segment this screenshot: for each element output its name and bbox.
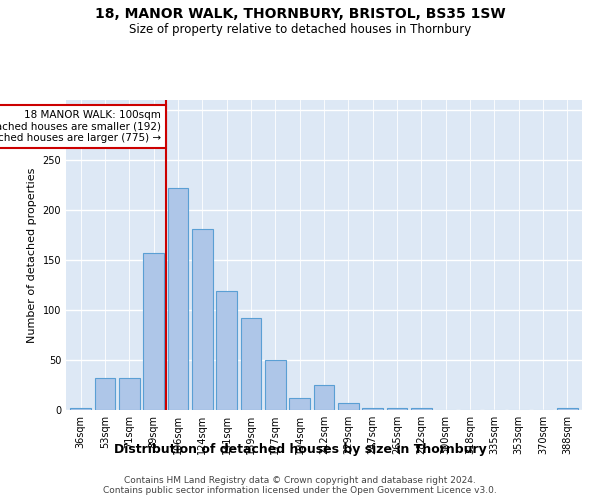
- Text: Size of property relative to detached houses in Thornbury: Size of property relative to detached ho…: [129, 22, 471, 36]
- Bar: [119, 378, 140, 410]
- Bar: [95, 378, 115, 410]
- Bar: [411, 408, 432, 410]
- Bar: [289, 398, 310, 410]
- Bar: [362, 408, 383, 410]
- Text: Distribution of detached houses by size in Thornbury: Distribution of detached houses by size …: [113, 442, 487, 456]
- Bar: [557, 408, 578, 410]
- Bar: [70, 408, 91, 410]
- Bar: [167, 188, 188, 410]
- Bar: [241, 318, 262, 410]
- Bar: [143, 253, 164, 410]
- Text: 18, MANOR WALK, THORNBURY, BRISTOL, BS35 1SW: 18, MANOR WALK, THORNBURY, BRISTOL, BS35…: [95, 8, 505, 22]
- Bar: [192, 229, 212, 410]
- Bar: [265, 360, 286, 410]
- Text: Contains HM Land Registry data © Crown copyright and database right 2024.
Contai: Contains HM Land Registry data © Crown c…: [103, 476, 497, 495]
- Bar: [216, 291, 237, 410]
- Bar: [386, 408, 407, 410]
- Y-axis label: Number of detached properties: Number of detached properties: [27, 168, 37, 342]
- Bar: [314, 385, 334, 410]
- Bar: [338, 403, 359, 410]
- Text: 18 MANOR WALK: 100sqm
← 20% of detached houses are smaller (192)
79% of semi-det: 18 MANOR WALK: 100sqm ← 20% of detached …: [0, 110, 161, 143]
